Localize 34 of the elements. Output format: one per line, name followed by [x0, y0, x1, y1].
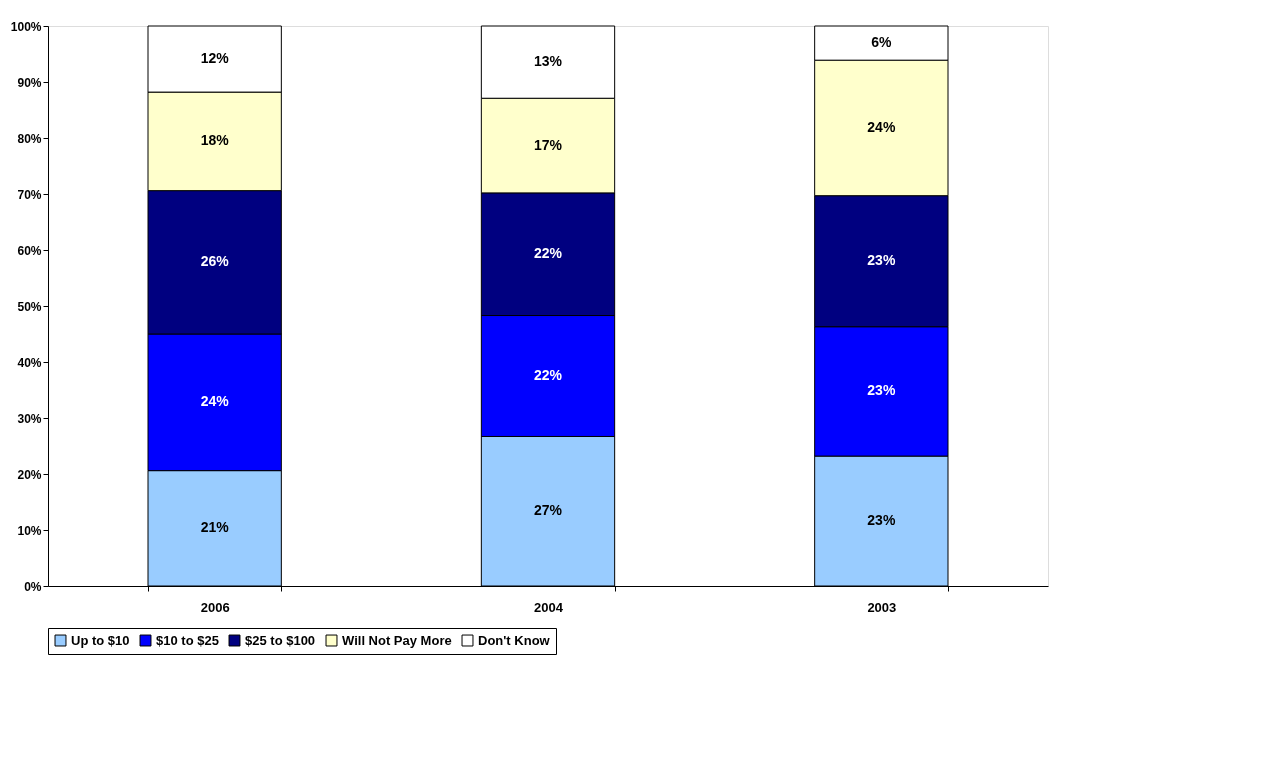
legend-label: Don't Know [478, 632, 551, 648]
y-tick-label: 10% [17, 523, 42, 538]
data-label: 26% [200, 253, 230, 270]
y-tick-label: 0% [24, 579, 42, 594]
y-tick-label: 60% [17, 243, 42, 258]
data-label: 23% [867, 252, 896, 269]
y-tick-label: 100% [10, 19, 42, 34]
data-label: 18% [200, 132, 230, 149]
data-label: 22% [533, 245, 563, 262]
y-tick-label: 20% [17, 467, 42, 482]
y-tick-label: 40% [17, 355, 42, 370]
x-tick-label: 2004 [534, 599, 564, 615]
data-label: 27% [533, 502, 563, 519]
data-label: 17% [533, 136, 563, 153]
data-label: 24% [867, 118, 896, 135]
data-label: 23% [867, 512, 896, 529]
data-label: 21% [200, 519, 230, 536]
x-tick-label: 2003 [867, 599, 897, 615]
data-label: 6% [871, 34, 892, 51]
x-tick-label: 2006 [200, 599, 230, 615]
legend-label: Will Not Pay More [342, 632, 452, 648]
legend-label: $25 to $100 [245, 632, 316, 648]
data-label: 24% [200, 393, 230, 410]
data-label: 12% [200, 50, 230, 67]
legend-label: Up to $10 [71, 632, 130, 648]
data-label: 13% [533, 53, 563, 70]
data-label: 22% [533, 367, 563, 383]
y-tick-label: 90% [17, 75, 42, 90]
y-tick-label: 70% [17, 187, 42, 202]
y-tick-label: 50% [17, 299, 42, 314]
legend-label: $10 to $25 [156, 632, 219, 648]
y-tick-label: 80% [17, 131, 42, 146]
data-label: 23% [867, 382, 896, 399]
y-tick-label: 30% [17, 411, 42, 426]
